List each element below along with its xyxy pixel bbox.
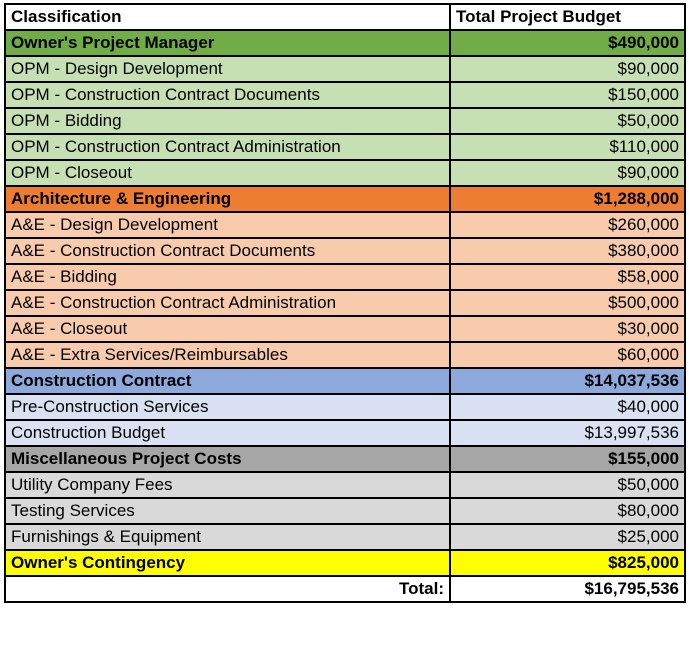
item-row: A&E - Closeout $30,000 bbox=[4, 315, 686, 343]
item-row-value: $260,000 bbox=[449, 211, 686, 239]
section-row: Architecture & Engineering $1,288,000 bbox=[4, 185, 686, 213]
section-row-label: Miscellaneous Project Costs bbox=[4, 445, 451, 473]
item-row-label: Testing Services bbox=[4, 497, 451, 525]
item-row: OPM - Bidding $50,000 bbox=[4, 107, 686, 135]
item-row-label: Construction Budget bbox=[4, 419, 451, 447]
item-row: Testing Services $80,000 bbox=[4, 497, 686, 525]
item-row-value: $40,000 bbox=[449, 393, 686, 421]
item-row-label: A&E - Closeout bbox=[4, 315, 451, 343]
item-row-label: OPM - Closeout bbox=[4, 159, 451, 187]
item-row-value: $90,000 bbox=[449, 159, 686, 187]
item-row-value: $110,000 bbox=[449, 133, 686, 161]
item-row-value: $90,000 bbox=[449, 55, 686, 83]
total-row-value: $16,795,536 bbox=[449, 575, 686, 603]
item-row-value: $50,000 bbox=[449, 471, 686, 499]
header-row: Classification Total Project Budget bbox=[4, 3, 686, 31]
item-row-value: $25,000 bbox=[449, 523, 686, 551]
item-row-label: Furnishings & Equipment bbox=[4, 523, 451, 551]
item-row-label: OPM - Design Development bbox=[4, 55, 451, 83]
item-row: A&E - Extra Services/Reimbursables $60,00… bbox=[4, 341, 686, 369]
item-row-label: A&E - Design Development bbox=[4, 211, 451, 239]
item-row: A&E - Construction Contract Documents $38… bbox=[4, 237, 686, 265]
item-row: A&E - Design Development $260,000 bbox=[4, 211, 686, 239]
section-row-label: Construction Contract bbox=[4, 367, 451, 395]
item-row-value: $380,000 bbox=[449, 237, 686, 265]
item-row-label: Utility Company Fees bbox=[4, 471, 451, 499]
item-row-label: OPM - Construction Contract Documents bbox=[4, 81, 451, 109]
section-row-value: $155,000 bbox=[449, 445, 686, 473]
item-row-value: $500,000 bbox=[449, 289, 686, 317]
item-row: Utility Company Fees $50,000 bbox=[4, 471, 686, 499]
section-row-value: $825,000 bbox=[449, 549, 686, 577]
item-row-label: Pre-Construction Services bbox=[4, 393, 451, 421]
item-row-value: $58,000 bbox=[449, 263, 686, 291]
item-row-label: A&E - Bidding bbox=[4, 263, 451, 291]
item-row-value: $30,000 bbox=[449, 315, 686, 343]
header-classification: Classification bbox=[4, 3, 451, 31]
section-row-value: $1,288,000 bbox=[449, 185, 686, 213]
item-row-label: A&E - Construction Contract Administrati… bbox=[4, 289, 451, 317]
item-row: A&E - Construction Contract Administrati… bbox=[4, 289, 686, 317]
section-row-label: Owner's Contingency bbox=[4, 549, 451, 577]
item-row-label: A&E - Extra Services/Reimbursables bbox=[4, 341, 451, 369]
item-row-value: $80,000 bbox=[449, 497, 686, 525]
item-row: Furnishings & Equipment $25,000 bbox=[4, 523, 686, 551]
section-row-value: $490,000 bbox=[449, 29, 686, 57]
item-row-label: A&E - Construction Contract Documents bbox=[4, 237, 451, 265]
section-row: Owner's Project Manager $490,000 bbox=[4, 29, 686, 57]
total-row: Total: $16,795,536 bbox=[4, 575, 686, 603]
item-row: Pre-Construction Services $40,000 bbox=[4, 393, 686, 421]
item-row-value: $50,000 bbox=[449, 107, 686, 135]
section-row-value: $14,037,536 bbox=[449, 367, 686, 395]
header-budget: Total Project Budget bbox=[449, 3, 686, 31]
item-row: OPM - Construction Contract Documents $15… bbox=[4, 81, 686, 109]
item-row-value: $60,000 bbox=[449, 341, 686, 369]
item-row: OPM - Closeout $90,000 bbox=[4, 159, 686, 187]
section-row-label: Owner's Project Manager bbox=[4, 29, 451, 57]
section-row: Owner's Contingency $825,000 bbox=[4, 549, 686, 577]
section-row-label: Architecture & Engineering bbox=[4, 185, 451, 213]
item-row-value: $13,997,536 bbox=[449, 419, 686, 447]
section-row: Miscellaneous Project Costs $155,000 bbox=[4, 445, 686, 473]
item-row: Construction Budget $13,997,536 bbox=[4, 419, 686, 447]
budget-table: Classification Total Project Budget Owne… bbox=[4, 3, 686, 603]
total-row-label: Total: bbox=[4, 575, 451, 603]
item-row-value: $150,000 bbox=[449, 81, 686, 109]
section-row: Construction Contract $14,037,536 bbox=[4, 367, 686, 395]
item-row: OPM - Construction Contract Administrati… bbox=[4, 133, 686, 161]
item-row-label: OPM - Construction Contract Administrati… bbox=[4, 133, 451, 161]
item-row-label: OPM - Bidding bbox=[4, 107, 451, 135]
item-row: A&E - Bidding $58,000 bbox=[4, 263, 686, 291]
item-row: OPM - Design Development $90,000 bbox=[4, 55, 686, 83]
